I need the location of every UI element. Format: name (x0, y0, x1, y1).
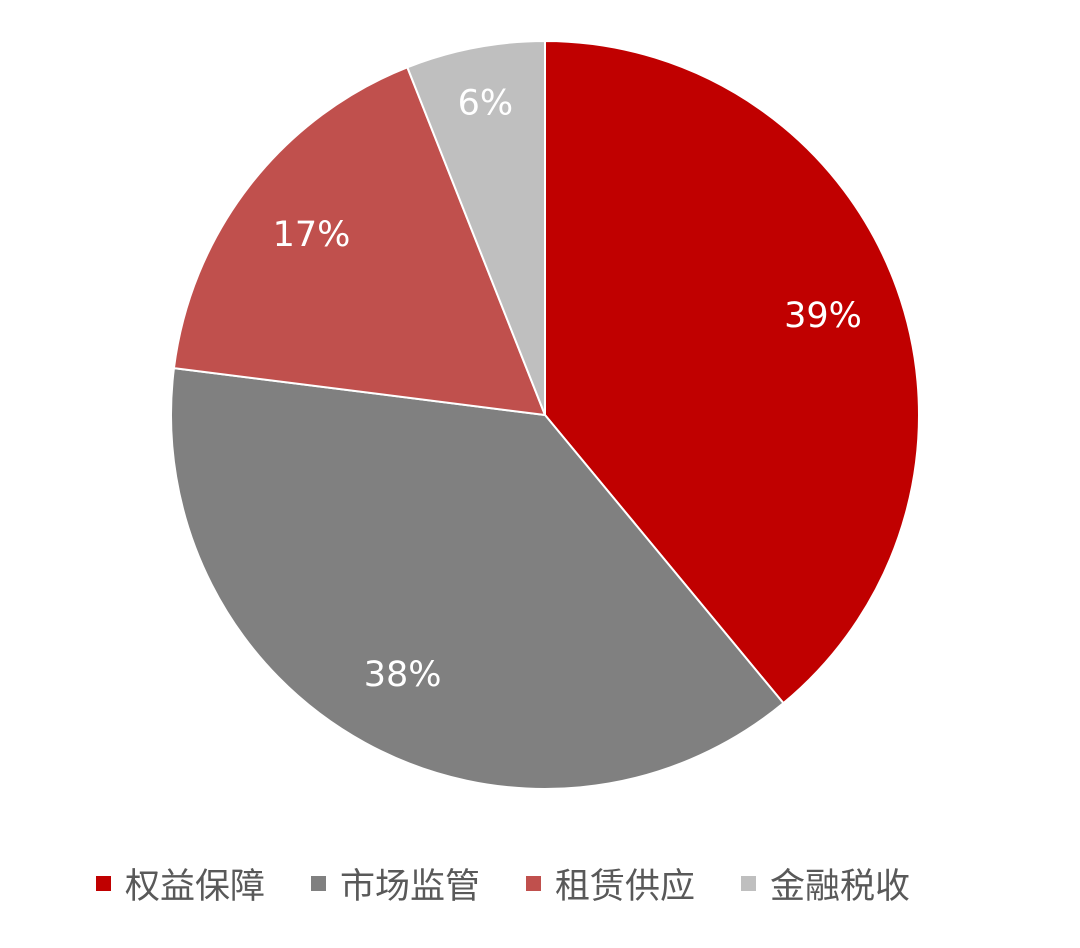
legend-swatch (96, 876, 111, 891)
pie-slice (172, 65, 547, 417)
legend: 权益保障 市场监管 租赁供应 金融税收 (96, 858, 956, 909)
legend-swatch (311, 876, 327, 891)
legend-label: 金融税收 (770, 867, 911, 907)
legend-label: 租赁供应 (555, 867, 696, 907)
data-label: 17% (273, 215, 351, 255)
legend-item: 市场监管 (311, 858, 480, 909)
legend-label: 市场监管 (340, 867, 481, 907)
legend-swatch (741, 876, 757, 891)
data-label: 38% (364, 655, 442, 695)
data-label: 39% (784, 296, 862, 336)
pie-slice (170, 367, 785, 790)
pie-slice (406, 39, 546, 416)
pie-slice (544, 39, 920, 705)
pie-chart: 39% 38% 17% 6% (170, 39, 920, 790)
legend-swatch (526, 876, 542, 891)
data-label: 6% (458, 84, 514, 124)
legend-item: 权益保障 (96, 858, 265, 909)
legend-label: 权益保障 (125, 867, 266, 907)
legend-item: 金融税收 (741, 858, 910, 909)
legend-item: 租赁供应 (526, 858, 695, 909)
